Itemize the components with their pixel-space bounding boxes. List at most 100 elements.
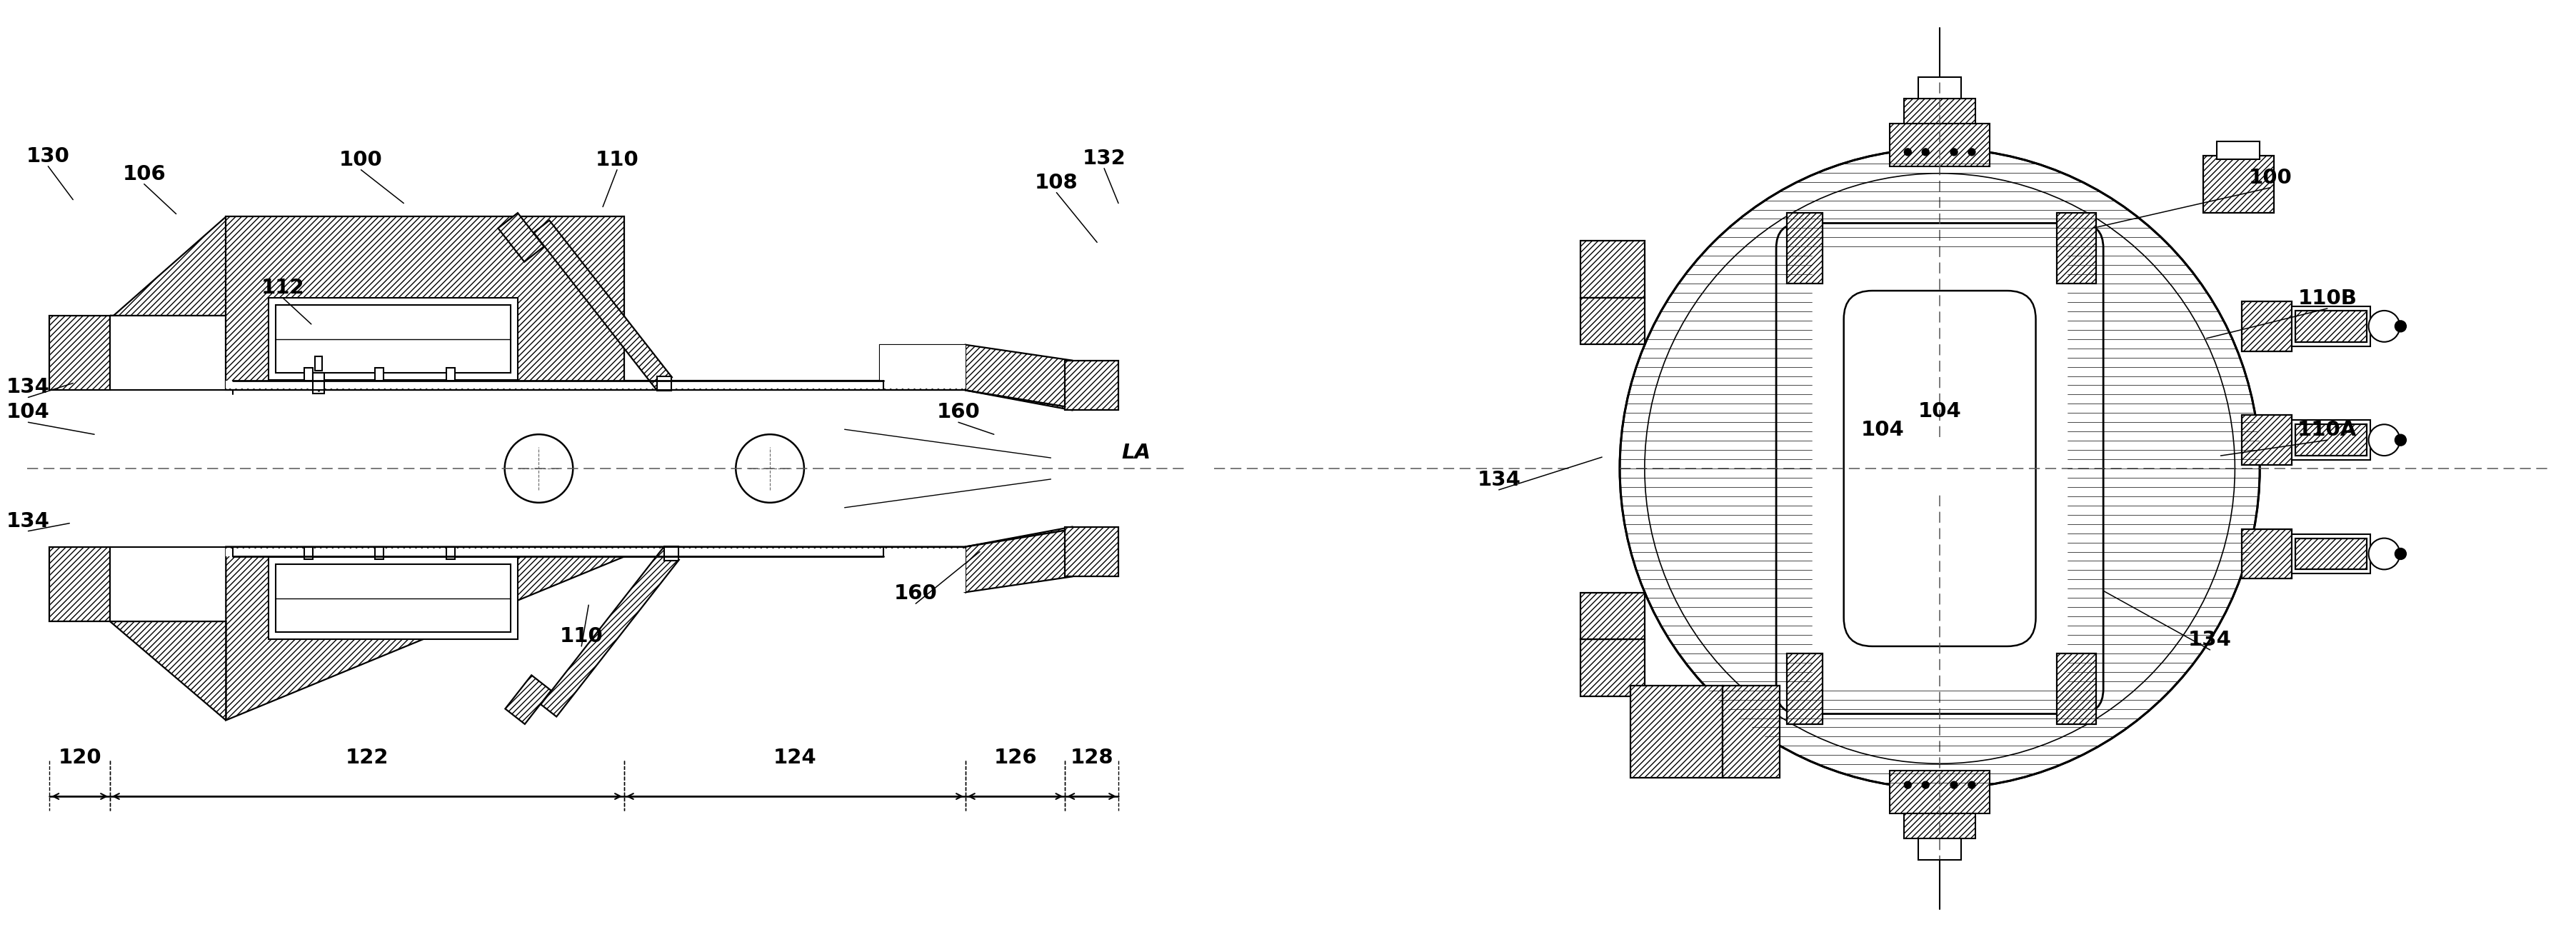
Polygon shape [1788,213,1821,284]
Circle shape [505,435,572,502]
Text: 134: 134 [2187,630,2231,650]
Circle shape [1950,781,1958,789]
Polygon shape [2241,302,2293,351]
Text: 130: 130 [26,146,70,166]
Bar [376,546,384,559]
Bar [446,367,456,380]
Bar [657,377,672,391]
Polygon shape [1631,685,1723,778]
Text: 134: 134 [8,511,49,531]
Polygon shape [2241,529,2293,579]
Bar [2293,306,2370,346]
Circle shape [2396,548,2406,559]
Polygon shape [1891,124,1989,166]
FancyBboxPatch shape [1844,290,2035,647]
Text: 104: 104 [1862,420,1904,440]
Polygon shape [497,213,544,261]
Circle shape [2367,538,2401,570]
Polygon shape [1582,639,1643,696]
Text: 110B: 110B [2298,289,2357,308]
Polygon shape [2202,156,2275,213]
Bar [314,356,322,370]
Text: 106: 106 [124,164,165,184]
Text: 132: 132 [1082,148,1126,169]
Polygon shape [49,316,111,391]
Bar [2293,534,2370,573]
Bar [665,546,677,560]
Text: 104: 104 [8,402,49,423]
Bar [276,305,510,373]
Circle shape [1950,148,1958,156]
Text: 110: 110 [595,150,639,170]
Circle shape [2367,424,2401,455]
Polygon shape [541,547,680,717]
Polygon shape [1582,298,1643,344]
Text: 100: 100 [340,150,384,170]
Polygon shape [533,220,672,390]
Circle shape [2396,435,2406,446]
Circle shape [1922,781,1929,789]
Circle shape [737,435,804,502]
Text: 160: 160 [894,584,938,603]
Text: 128: 128 [1069,748,1113,768]
Circle shape [1922,148,1929,156]
Bar [312,373,325,394]
Bar [2218,141,2259,159]
Text: 122: 122 [345,748,389,768]
Text: 110: 110 [559,626,603,647]
Bar [268,298,518,379]
Circle shape [1968,781,1976,789]
Polygon shape [227,548,966,592]
Text: LA: LA [1121,443,1151,463]
Polygon shape [1904,813,1976,839]
Bar [276,564,510,632]
Circle shape [1904,148,1911,156]
Polygon shape [1723,685,1780,778]
Polygon shape [2241,415,2293,465]
Circle shape [1968,148,1976,156]
Polygon shape [966,345,1072,410]
FancyBboxPatch shape [1777,223,2105,714]
Polygon shape [1904,98,1976,124]
Polygon shape [1788,653,1821,724]
Polygon shape [1582,241,1643,298]
Text: 134: 134 [1476,469,1520,490]
Polygon shape [2058,653,2097,724]
Text: 104: 104 [1919,402,1960,422]
Text: 124: 124 [773,748,817,768]
Polygon shape [966,527,1072,592]
Text: 112: 112 [260,278,304,298]
Circle shape [2396,320,2406,332]
Polygon shape [505,676,551,724]
Text: 108: 108 [1036,172,1079,193]
Bar [268,558,518,639]
Text: 160: 160 [938,402,979,423]
Bar [1919,839,1960,859]
Text: 134: 134 [8,378,49,397]
Polygon shape [111,621,227,721]
Polygon shape [1582,593,1643,639]
Polygon shape [111,216,227,316]
Bar [2293,420,2370,460]
Polygon shape [227,216,966,391]
Polygon shape [2295,424,2367,455]
Circle shape [2367,311,2401,342]
Polygon shape [1064,361,1118,410]
Polygon shape [1891,771,1989,813]
Bar [1919,78,1960,98]
Polygon shape [227,546,966,721]
Text: 126: 126 [994,748,1038,768]
Bar [446,546,456,559]
Bar [376,367,384,380]
Polygon shape [227,345,966,389]
Polygon shape [49,546,111,621]
Polygon shape [2295,538,2367,570]
Polygon shape [1064,527,1118,576]
Polygon shape [2058,213,2097,284]
Bar [304,367,312,380]
Text: 120: 120 [59,748,100,768]
Bar [304,546,312,559]
Text: 110A: 110A [2298,420,2357,440]
Polygon shape [2295,311,2367,342]
Text: 100: 100 [2249,168,2293,187]
